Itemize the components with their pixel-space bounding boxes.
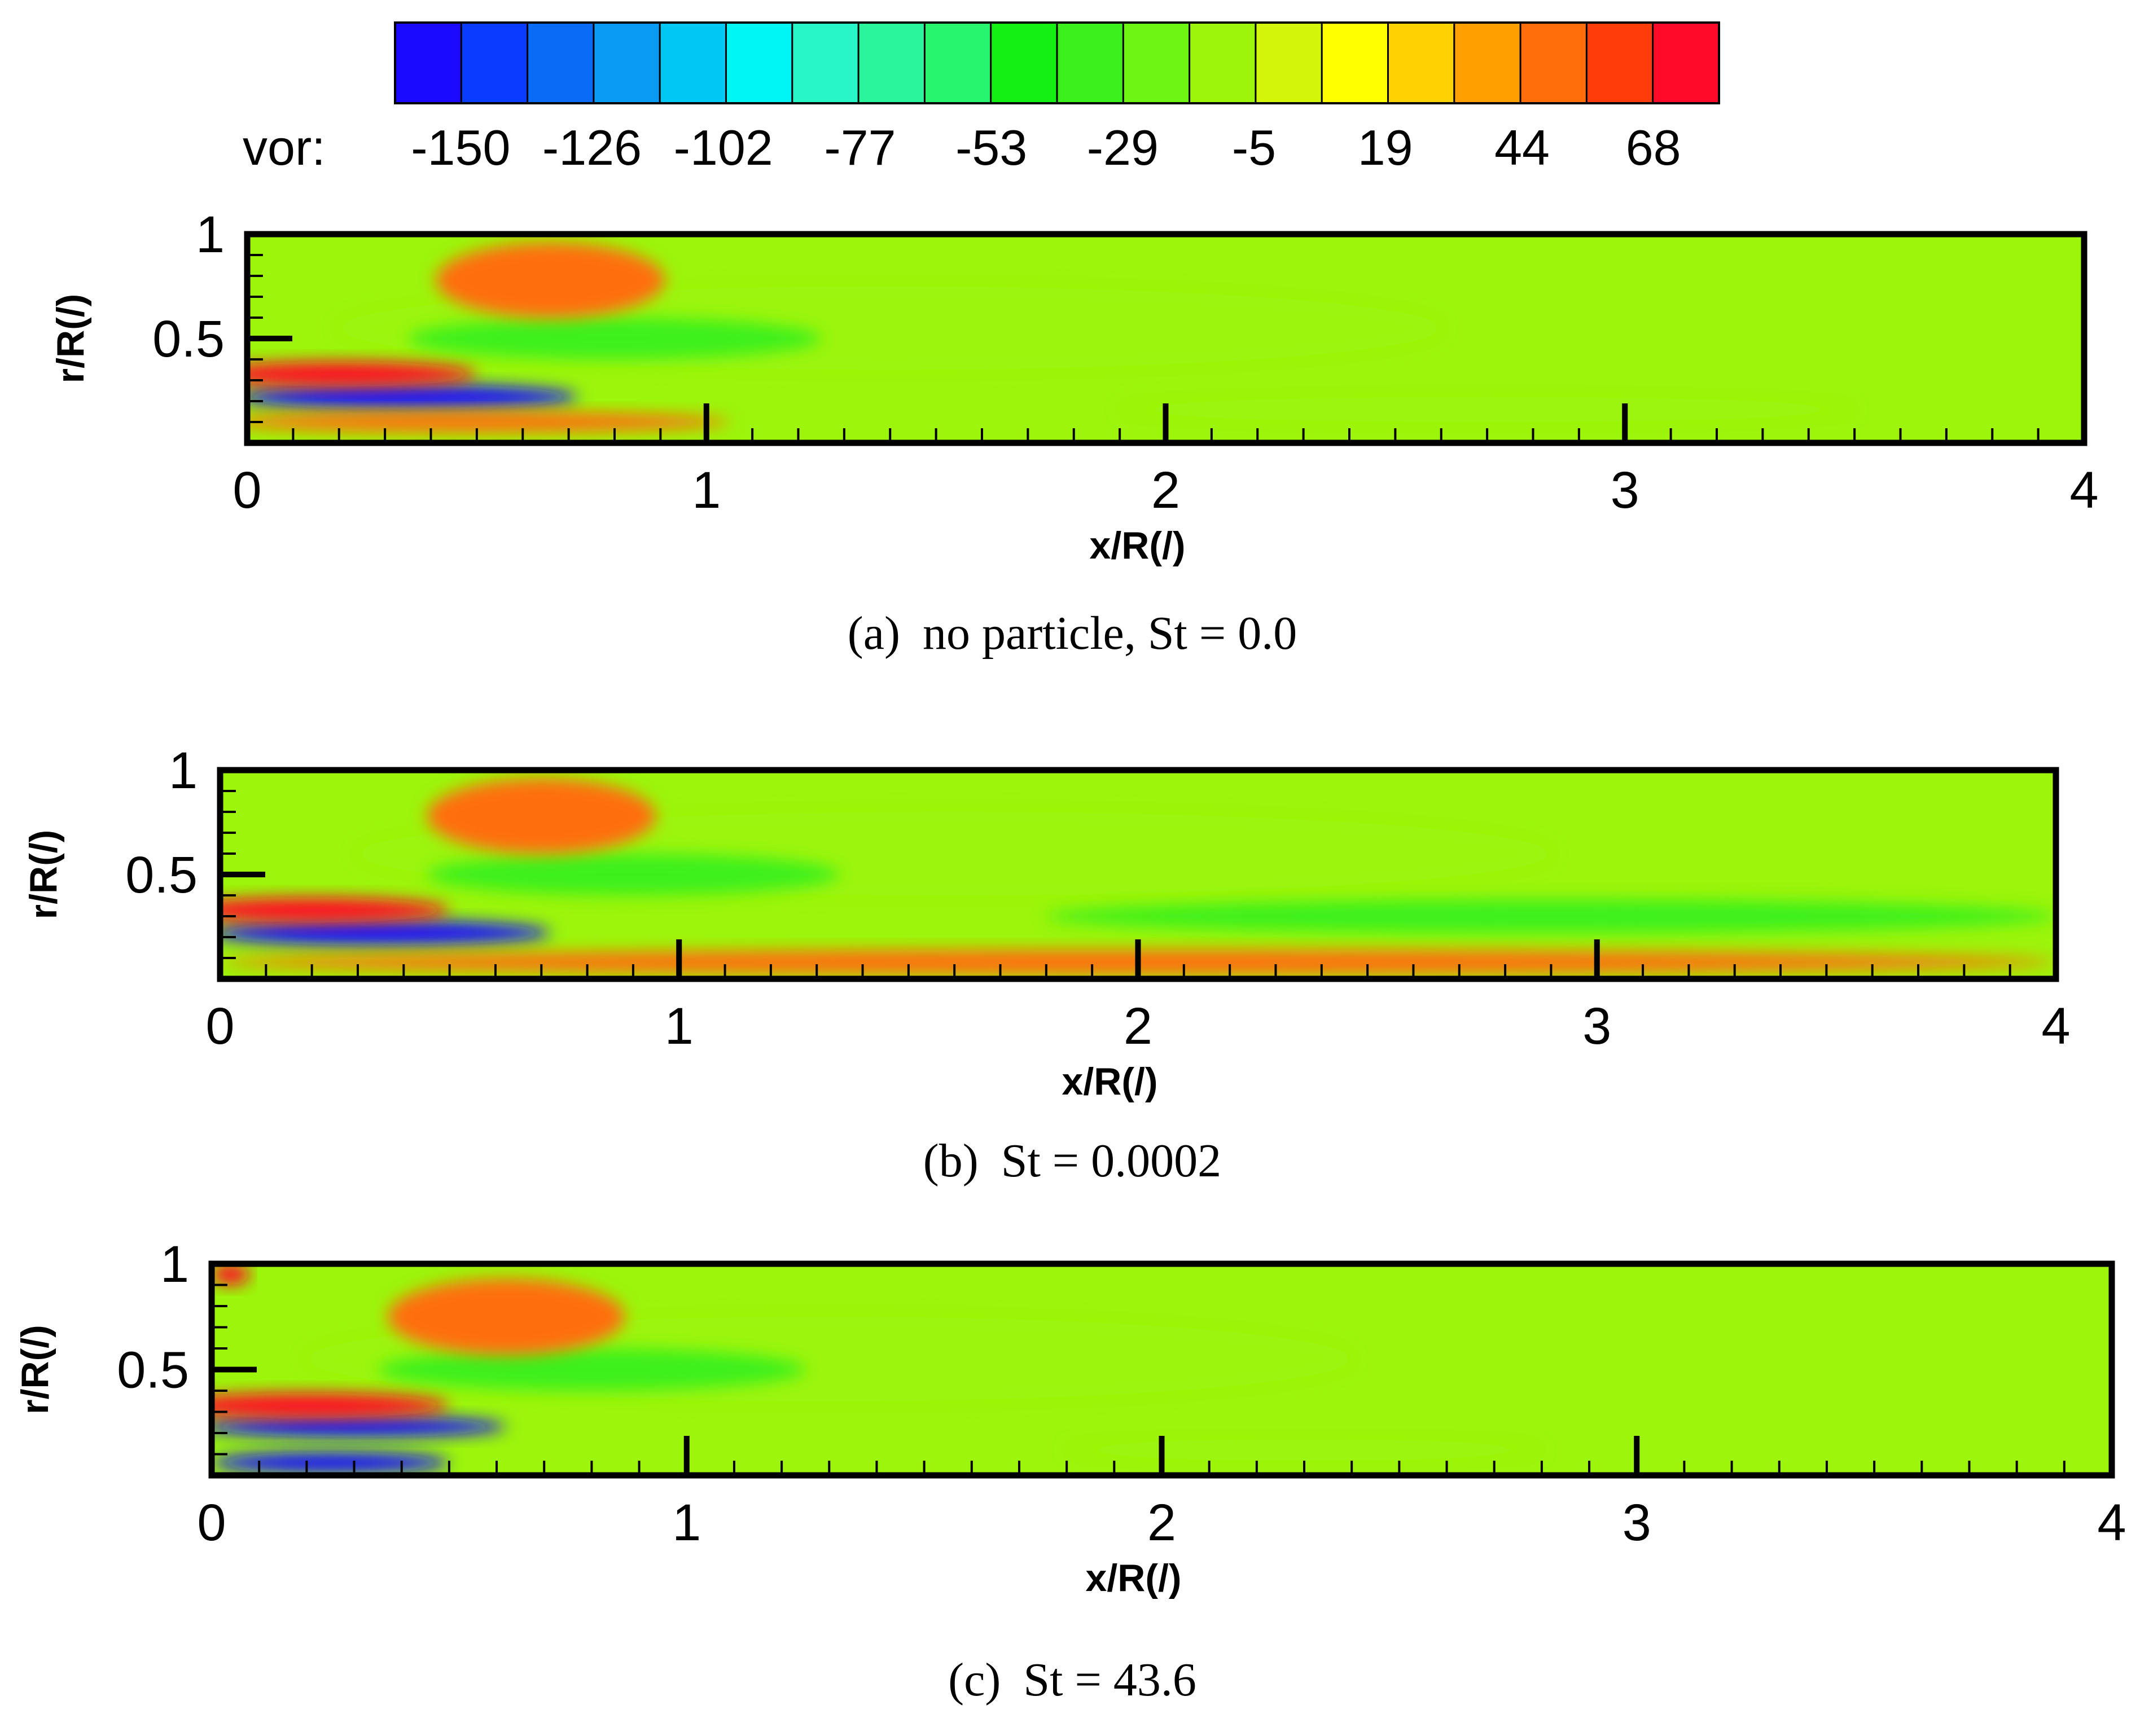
colorbar-segment xyxy=(726,23,793,103)
y-tick-label: 0.5 xyxy=(152,310,225,368)
x-tick-label: 2 xyxy=(1147,1494,1176,1552)
colorbar-tick-label: -53 xyxy=(955,120,1027,175)
y-axis-label: r/R(/) xyxy=(49,294,92,384)
contour-region xyxy=(247,361,477,387)
y-axis-label: r/R(/) xyxy=(22,830,65,920)
panel-c: 0 1 2 3 4 0.5 1 x/R(/) r/R(/) (c) St = 43.6 xyxy=(14,1236,2126,1706)
colorbar: vor: -150 -126 -102 -77 -53 -29 -5 19 44 68 xyxy=(243,21,1720,175)
colorbar-segment xyxy=(1586,23,1654,103)
x-axis-label: x/R(/) xyxy=(1086,1557,1182,1599)
x-tick-label: 0 xyxy=(197,1494,226,1552)
x-tick-label: 4 xyxy=(2041,997,2070,1055)
colorbar-segment xyxy=(1520,23,1587,103)
y-tick-label: 1 xyxy=(160,1236,189,1293)
contour-region xyxy=(426,778,656,854)
colorbar-segment xyxy=(1454,23,1521,103)
contour-region xyxy=(1067,1439,1542,1461)
colorbar-label: vor: xyxy=(243,120,326,175)
contour-region xyxy=(378,1348,806,1391)
colorbar-tick-label: -77 xyxy=(824,120,896,175)
colorbar-segment xyxy=(1652,23,1720,103)
y-tick-label: 1 xyxy=(169,742,198,799)
x-tick-label: 0 xyxy=(233,462,261,519)
caption-text: no particle, St = 0.0 xyxy=(923,607,1297,660)
colorbar-tick-label: -29 xyxy=(1087,120,1159,175)
colorbar-tick-label: -150 xyxy=(411,120,510,175)
colorbar-segment xyxy=(660,23,726,103)
contour-region xyxy=(220,897,450,923)
colorbar-tick-label: 19 xyxy=(1358,120,1413,175)
contour-region xyxy=(212,1264,250,1285)
colorbar-segment xyxy=(924,23,992,103)
x-tick-label: 4 xyxy=(2097,1494,2126,1552)
plot-area xyxy=(212,1264,2112,1475)
colorbar-tick-label: 44 xyxy=(1494,120,1550,175)
colorbar-segment xyxy=(990,23,1058,103)
colorbar-segment xyxy=(593,23,660,103)
contour-region xyxy=(1046,899,2056,933)
colorbar-tick-label: -126 xyxy=(542,120,642,175)
contour-region xyxy=(212,1416,506,1438)
x-tick-label: 3 xyxy=(1611,462,1639,519)
caption-label: (c) xyxy=(948,1654,1001,1706)
colorbar-segment xyxy=(1057,23,1124,103)
contour-region xyxy=(387,1278,625,1355)
y-tick-label: 1 xyxy=(196,206,225,263)
x-tick-label: 0 xyxy=(205,997,234,1055)
colorbar-segment xyxy=(1255,23,1322,103)
y-tick-label: 0.5 xyxy=(117,1342,189,1399)
panel-a: 0 1 2 3 4 0.5 1 x/R(/) r/R(/) (a) no particle, St … xyxy=(49,206,2099,660)
x-tick-label: 3 xyxy=(1622,1494,1651,1552)
caption-text: St = 43.6 xyxy=(1023,1654,1196,1706)
caption-label: (b) xyxy=(923,1135,979,1187)
colorbar-segment xyxy=(1189,23,1256,103)
contour-region xyxy=(212,1452,449,1474)
x-tick-label: 1 xyxy=(665,997,694,1055)
x-tick-label: 2 xyxy=(1124,997,1152,1055)
colorbar-segment xyxy=(858,23,925,103)
contour-region xyxy=(247,384,578,410)
x-tick-label: 2 xyxy=(1151,462,1180,519)
colorbar-tick-label: -5 xyxy=(1232,120,1276,175)
colorbar-segment xyxy=(461,23,528,103)
contour-region xyxy=(426,854,840,895)
colorbar-segment xyxy=(527,23,594,103)
panel-caption: (b) St = 0.0002 xyxy=(923,1135,1221,1187)
caption-text: St = 0.0002 xyxy=(1001,1135,1221,1187)
contour-region xyxy=(247,411,730,433)
colorbar-frame xyxy=(394,21,1720,104)
y-tick-label: 0.5 xyxy=(125,846,198,904)
contour-region xyxy=(1120,397,1855,422)
colorbar-segment xyxy=(395,23,462,103)
caption-label: (a) xyxy=(848,607,900,660)
contour-region xyxy=(220,920,551,946)
colorbar-segment xyxy=(1123,23,1190,103)
x-axis-label: x/R(/) xyxy=(1062,1060,1158,1103)
x-tick-label: 1 xyxy=(672,1494,701,1552)
colorbar-segment xyxy=(792,23,859,103)
colorbar-segment xyxy=(1388,23,1455,103)
panel-b: 0 1 2 3 4 0.5 1 x/R(/) r/R(/) (b) St = 0.0002 xyxy=(22,742,2071,1187)
colorbar-tick-label: 68 xyxy=(1626,120,1681,175)
colorbar-tick-label: -102 xyxy=(674,120,773,175)
contour-region xyxy=(212,1392,449,1418)
panel-caption: (a) no particle, St = 0.0 xyxy=(848,607,1297,660)
plot-area xyxy=(247,234,2084,443)
y-axis-label: r/R(/) xyxy=(14,1325,56,1414)
x-tick-label: 1 xyxy=(692,462,721,519)
x-tick-label: 3 xyxy=(1582,997,1611,1055)
x-axis-label: x/R(/) xyxy=(1090,524,1186,567)
plot-area xyxy=(220,770,2056,979)
contour-region xyxy=(435,242,665,318)
x-tick-label: 4 xyxy=(2069,462,2098,519)
panel-caption: (c) St = 43.6 xyxy=(948,1654,1196,1706)
colorbar-segment xyxy=(1322,23,1388,103)
contour-region xyxy=(407,318,822,359)
